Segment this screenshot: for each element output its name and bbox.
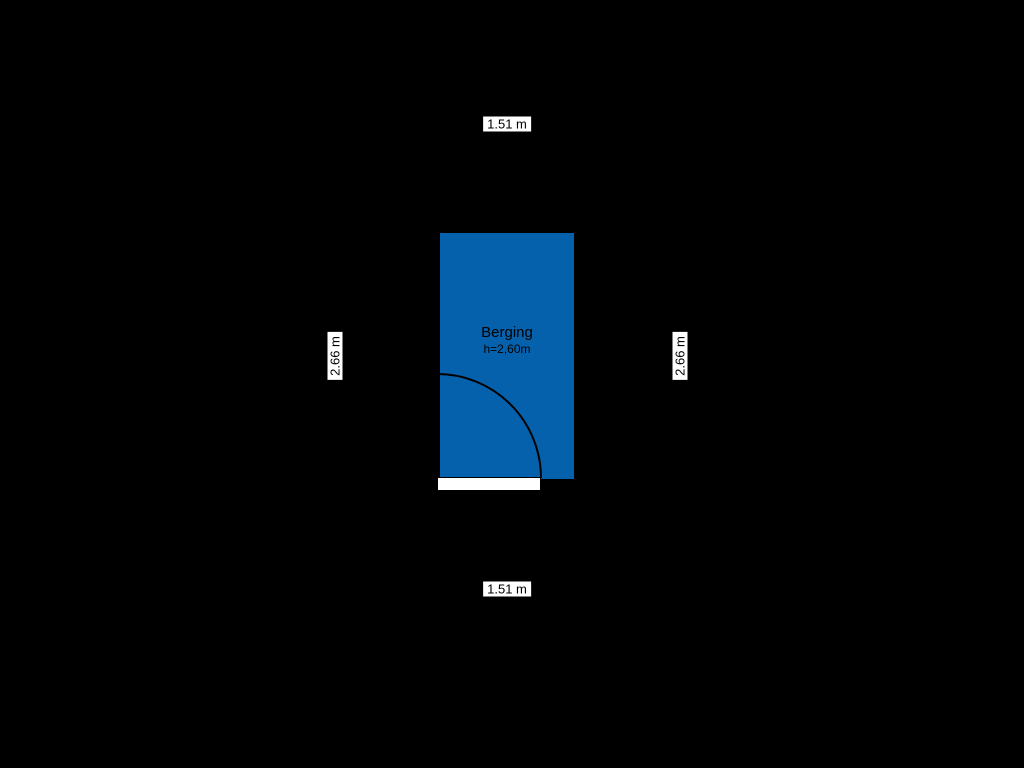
- door-swing-arc: [437, 374, 545, 482]
- dimension-bottom: 1.51 m: [483, 582, 531, 597]
- floorplan-canvas: Berging h=2,60m 1.51 m 1.51 m 2.66 m 2.6…: [0, 0, 1024, 768]
- dimension-left: 2.66 m: [328, 332, 343, 380]
- door-threshold: [437, 477, 541, 491]
- room-name-text: Berging: [481, 324, 533, 342]
- room-label: Berging h=2,60m: [481, 324, 533, 356]
- dimension-right: 2.66 m: [673, 332, 688, 380]
- room-height-text: h=2,60m: [481, 342, 533, 356]
- dimension-top: 1.51 m: [483, 117, 531, 132]
